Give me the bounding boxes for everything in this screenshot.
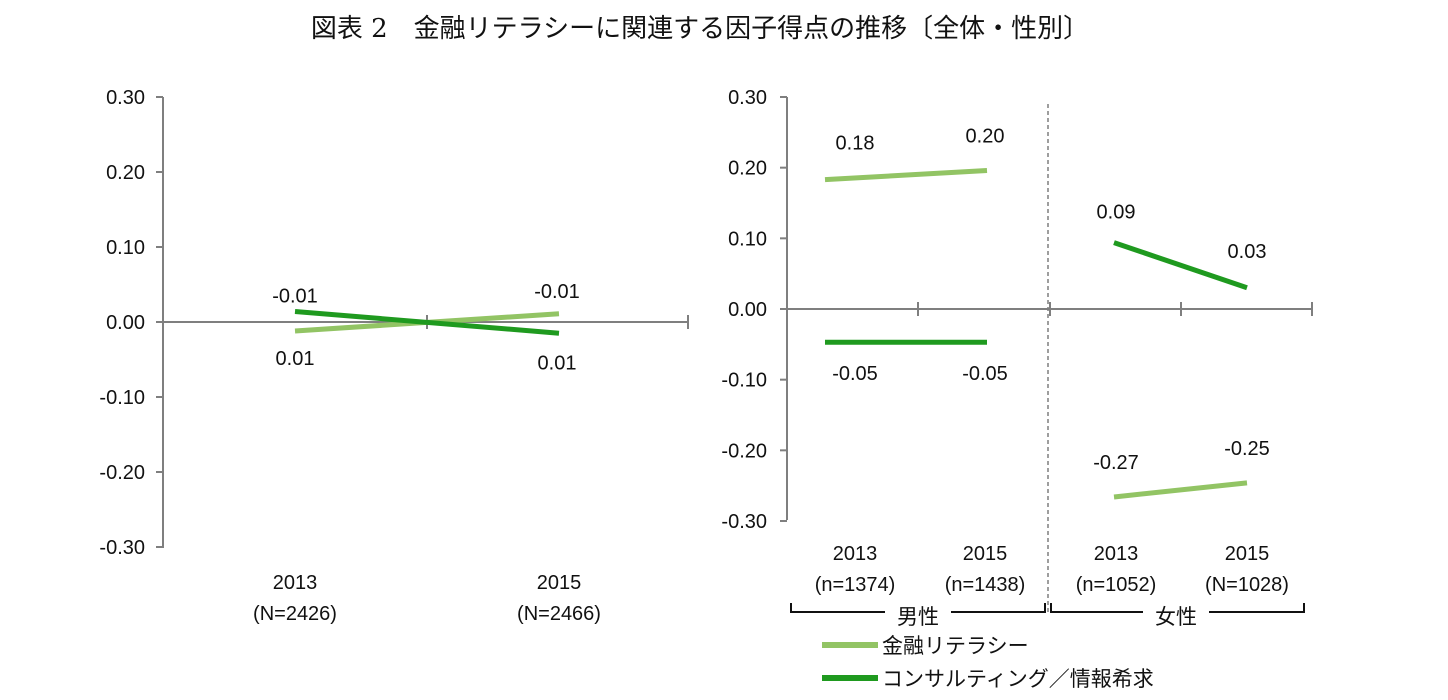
y-tick-label-right: -0.10 xyxy=(721,370,767,392)
y-tick-label-left: 0.00 xyxy=(106,312,145,334)
x-category-n-right: (n=1438) xyxy=(945,574,1026,596)
group-label-bg xyxy=(885,600,951,628)
data-label-left: -0.01 xyxy=(534,281,580,303)
group-label-female: 女性 xyxy=(1155,605,1197,629)
y-tick-label-right: 0.00 xyxy=(728,299,767,321)
figure-title: 図表 2 金融リテラシーに関連する因子得点の推移〔全体・性別〕 xyxy=(310,14,1090,44)
legend-label: 金融リテラシー xyxy=(882,634,1029,658)
data-label-right: -0.05 xyxy=(832,363,878,385)
x-category-n-right: (N=1028) xyxy=(1205,574,1289,596)
x-category-n-left: (N=2426) xyxy=(253,603,337,625)
data-label-left: 0.01 xyxy=(276,348,315,370)
x-category-year-left: 2013 xyxy=(273,572,318,594)
x-category-year-right: 2015 xyxy=(1225,543,1270,565)
y-tick-label-left: 0.20 xyxy=(106,162,145,184)
x-category-year-right: 2015 xyxy=(963,543,1008,565)
x-category-year-right: 2013 xyxy=(833,543,878,565)
x-category-n-right: (n=1052) xyxy=(1076,574,1157,596)
y-tick-label-left: -0.10 xyxy=(99,387,145,409)
data-label-right: 0.03 xyxy=(1228,241,1267,263)
series-line-right xyxy=(1113,480,1248,500)
series-line-right xyxy=(1113,240,1248,291)
y-tick-label-right: -0.20 xyxy=(721,440,767,462)
y-tick-label-left: 0.10 xyxy=(106,237,145,259)
data-label-right: 0.20 xyxy=(966,125,1005,147)
y-tick-label-left: -0.30 xyxy=(99,537,145,559)
series-line-left xyxy=(294,309,560,336)
x-category-year-left: 2015 xyxy=(537,572,582,594)
group-label-bg xyxy=(1143,600,1209,628)
y-tick-label-right: -0.30 xyxy=(721,511,767,533)
data-label-right: -0.05 xyxy=(962,363,1008,385)
legend-label: コンサルティング／情報希求 xyxy=(882,667,1154,691)
data-label-left: 0.01 xyxy=(538,352,577,374)
data-label-right: 0.09 xyxy=(1097,202,1136,224)
x-category-year-right: 2013 xyxy=(1094,543,1139,565)
x-category-n-left: (N=2466) xyxy=(517,603,601,625)
data-label-right: -0.27 xyxy=(1093,452,1139,474)
y-tick-label-right: 0.20 xyxy=(728,158,767,180)
y-tick-label-left: -0.20 xyxy=(99,462,145,484)
data-label-left: -0.01 xyxy=(272,286,318,308)
group-label-male: 男性 xyxy=(897,605,939,629)
x-category-n-right: (n=1374) xyxy=(815,574,896,596)
y-tick-label-right: 0.10 xyxy=(728,228,767,250)
y-tick-label-right: 0.30 xyxy=(728,87,767,109)
series-line-right xyxy=(824,167,988,183)
data-label-right: 0.18 xyxy=(836,133,875,155)
y-tick-label-left: 0.30 xyxy=(106,87,145,109)
data-label-right: -0.25 xyxy=(1224,438,1270,460)
